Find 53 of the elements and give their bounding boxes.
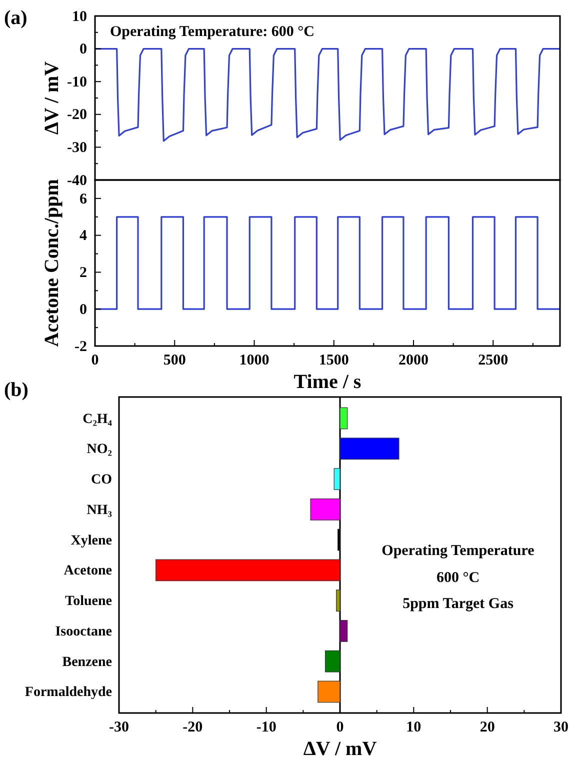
line-series (94, 48, 561, 142)
bar (310, 498, 340, 520)
text: (a) (4, 7, 28, 29)
x-tick-label: -30 (109, 720, 129, 736)
y-tick-label: -10 (67, 74, 87, 90)
x-tick-label: 0 (336, 720, 344, 736)
annotation: 600 °C (436, 570, 480, 586)
bar (324, 650, 340, 672)
y-tick-label: Acetone (64, 564, 112, 579)
bar (340, 407, 348, 430)
y-axis-title: Acetone Conc./ppm (41, 178, 63, 347)
x-axis-title: Time / s (294, 371, 362, 393)
y-tick-label: C₂H₄ (82, 412, 113, 427)
y-tick-label: Benzene (62, 654, 112, 670)
y-tick-label: 6 (80, 191, 88, 208)
bar (336, 590, 340, 612)
y-tick-label: -20 (67, 107, 87, 124)
x-tick-label: -20 (182, 720, 203, 736)
bar (156, 559, 340, 582)
y-tick-label: 0 (80, 302, 87, 318)
y-tick-label: Toluene (65, 594, 112, 610)
bar (340, 620, 348, 642)
bar (318, 680, 340, 703)
y-tick-label: CO (91, 472, 112, 488)
x-tick-label: 10 (406, 720, 422, 736)
x-tick-label: 2000 (398, 352, 428, 369)
bar (340, 438, 400, 460)
y-tick-label: -40 (67, 172, 87, 189)
bar (334, 468, 340, 490)
x-tick-label: 20 (480, 720, 495, 736)
x-tick-label: 500 (163, 352, 186, 369)
y-tick-label: 10 (72, 8, 87, 25)
y-tick-label: -30 (67, 140, 87, 156)
annotation: 5ppm Target Gas (402, 596, 514, 612)
y-tick-label: 4 (80, 228, 88, 244)
y-tick-label: -2 (74, 338, 87, 355)
text: (b) (4, 379, 28, 401)
y-tick-label: Isooctane (55, 624, 112, 640)
annotation: Operating Temperature: 600 °C (110, 24, 314, 40)
x-tick-label: 1500 (318, 352, 349, 369)
x-tick-label: 1000 (239, 352, 270, 369)
y-tick-label: 0 (80, 42, 87, 58)
x-tick-label: 30 (554, 720, 568, 736)
y-axis-title: ΔV / mV (41, 60, 63, 135)
y-tick-label: 2 (80, 265, 87, 282)
y-tick-label: NO₂ (86, 442, 112, 458)
x-tick-label: 2500 (478, 352, 508, 369)
x-tick-label: -10 (256, 720, 276, 736)
y-tick-label: NH₃ (86, 502, 112, 518)
annotation: Operating Temperature (382, 543, 535, 559)
y-tick-label: Formaldehyde (24, 685, 112, 700)
y-tick-label: Xylene (70, 533, 112, 548)
x-axis-title: ΔV / mV (303, 738, 378, 760)
